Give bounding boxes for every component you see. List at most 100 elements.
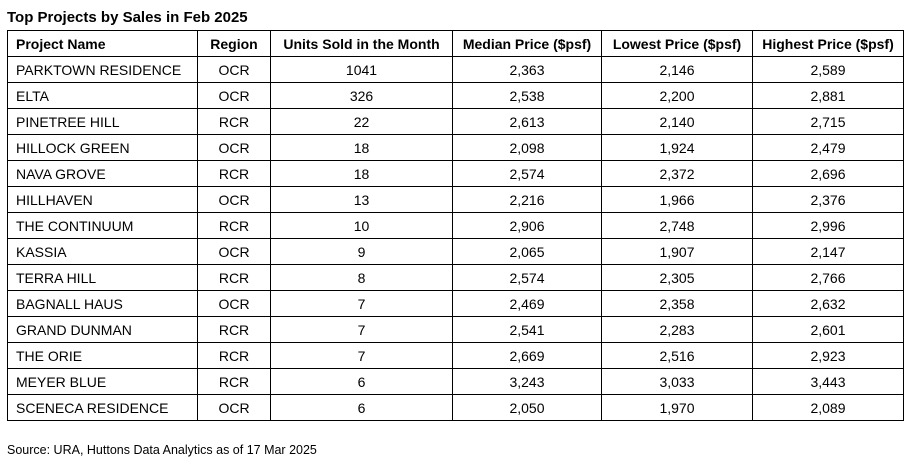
column-header-highest-price: Highest Price ($psf) <box>752 30 904 57</box>
table-row: GRAND DUNMAN RCR 7 2,541 2,283 2,601 <box>7 316 904 343</box>
cell-median-price: 2,065 <box>452 238 602 265</box>
cell-project-name: THE ORIE <box>7 342 198 369</box>
cell-median-price: 2,538 <box>452 82 602 109</box>
cell-region: OCR <box>197 394 271 421</box>
cell-region: RCR <box>197 160 271 187</box>
cell-highest-price: 2,479 <box>752 134 904 161</box>
cell-units-sold: 10 <box>270 212 453 239</box>
cell-region: OCR <box>197 238 271 265</box>
cell-project-name: KASSIA <box>7 238 198 265</box>
cell-highest-price: 2,881 <box>752 82 904 109</box>
cell-region: RCR <box>197 342 271 369</box>
table-row: MEYER BLUE RCR 6 3,243 3,033 3,443 <box>7 368 904 395</box>
source-note: Source: URA, Huttons Data Analytics as o… <box>7 443 317 457</box>
cell-units-sold: 6 <box>270 368 453 395</box>
cell-median-price: 2,574 <box>452 264 602 291</box>
cell-lowest-price: 3,033 <box>601 368 753 395</box>
table-row: ELTA OCR 326 2,538 2,200 2,881 <box>7 82 904 109</box>
table-row: THE ORIE RCR 7 2,669 2,516 2,923 <box>7 342 904 369</box>
cell-units-sold: 7 <box>270 290 453 317</box>
column-header-median-price: Median Price ($psf) <box>452 30 602 57</box>
cell-project-name: GRAND DUNMAN <box>7 316 198 343</box>
cell-median-price: 2,906 <box>452 212 602 239</box>
cell-lowest-price: 2,146 <box>601 56 753 83</box>
table-row: BAGNALL HAUS OCR 7 2,469 2,358 2,632 <box>7 290 904 317</box>
cell-median-price: 2,541 <box>452 316 602 343</box>
cell-highest-price: 2,589 <box>752 56 904 83</box>
cell-highest-price: 2,996 <box>752 212 904 239</box>
cell-median-price: 2,669 <box>452 342 602 369</box>
cell-units-sold: 8 <box>270 264 453 291</box>
column-header-project-name: Project Name <box>7 30 198 57</box>
cell-project-name: PARKTOWN RESIDENCE <box>7 56 198 83</box>
table-title: Top Projects by Sales in Feb 2025 <box>7 9 248 26</box>
cell-median-price: 2,469 <box>452 290 602 317</box>
table-body: PARKTOWN RESIDENCE OCR 1041 2,363 2,146 2,589… <box>7 56 904 421</box>
table-header: Project Name Region Units Sold in the Mo… <box>7 30 904 57</box>
cell-units-sold: 9 <box>270 238 453 265</box>
cell-units-sold: 18 <box>270 134 453 161</box>
cell-median-price: 2,216 <box>452 186 602 213</box>
table-row: THE CONTINUUM RCR 10 2,906 2,748 2,996 <box>7 212 904 239</box>
cell-units-sold: 22 <box>270 108 453 135</box>
cell-units-sold: 13 <box>270 186 453 213</box>
cell-region: OCR <box>197 56 271 83</box>
cell-lowest-price: 2,358 <box>601 290 753 317</box>
cell-median-price: 2,363 <box>452 56 602 83</box>
cell-median-price: 2,050 <box>452 394 602 421</box>
table-row: TERRA HILL RCR 8 2,574 2,305 2,766 <box>7 264 904 291</box>
cell-lowest-price: 2,372 <box>601 160 753 187</box>
cell-units-sold: 326 <box>270 82 453 109</box>
cell-lowest-price: 1,924 <box>601 134 753 161</box>
cell-project-name: ELTA <box>7 82 198 109</box>
cell-lowest-price: 2,283 <box>601 316 753 343</box>
cell-units-sold: 1041 <box>270 56 453 83</box>
header-row: Project Name Region Units Sold in the Mo… <box>7 30 904 57</box>
table-row: PARKTOWN RESIDENCE OCR 1041 2,363 2,146 2,589 <box>7 56 904 83</box>
cell-region: RCR <box>197 316 271 343</box>
cell-units-sold: 7 <box>270 342 453 369</box>
table-row: HILLOCK GREEN OCR 18 2,098 1,924 2,479 <box>7 134 904 161</box>
cell-highest-price: 2,147 <box>752 238 904 265</box>
cell-project-name: NAVA GROVE <box>7 160 198 187</box>
cell-project-name: MEYER BLUE <box>7 368 198 395</box>
cell-project-name: HILLHAVEN <box>7 186 198 213</box>
cell-median-price: 2,098 <box>452 134 602 161</box>
table-row: PINETREE HILL RCR 22 2,613 2,140 2,715 <box>7 108 904 135</box>
cell-project-name: TERRA HILL <box>7 264 198 291</box>
cell-region: OCR <box>197 134 271 161</box>
cell-lowest-price: 1,907 <box>601 238 753 265</box>
cell-lowest-price: 2,200 <box>601 82 753 109</box>
cell-lowest-price: 2,748 <box>601 212 753 239</box>
cell-highest-price: 2,089 <box>752 394 904 421</box>
column-header-region: Region <box>197 30 271 57</box>
cell-highest-price: 2,923 <box>752 342 904 369</box>
cell-project-name: THE CONTINUUM <box>7 212 198 239</box>
column-header-units-sold: Units Sold in the Month <box>270 30 453 57</box>
table-row: HILLHAVEN OCR 13 2,216 1,966 2,376 <box>7 186 904 213</box>
cell-region: RCR <box>197 368 271 395</box>
cell-lowest-price: 2,140 <box>601 108 753 135</box>
top-projects-table: Project Name Region Units Sold in the Mo… <box>7 30 904 421</box>
table-row: NAVA GROVE RCR 18 2,574 2,372 2,696 <box>7 160 904 187</box>
column-header-lowest-price: Lowest Price ($psf) <box>601 30 753 57</box>
cell-lowest-price: 1,970 <box>601 394 753 421</box>
cell-region: RCR <box>197 108 271 135</box>
cell-units-sold: 7 <box>270 316 453 343</box>
cell-region: OCR <box>197 82 271 109</box>
cell-highest-price: 2,696 <box>752 160 904 187</box>
cell-median-price: 3,243 <box>452 368 602 395</box>
cell-region: OCR <box>197 290 271 317</box>
cell-region: RCR <box>197 264 271 291</box>
cell-project-name: SCENECA RESIDENCE <box>7 394 198 421</box>
cell-median-price: 2,613 <box>452 108 602 135</box>
cell-highest-price: 3,443 <box>752 368 904 395</box>
cell-project-name: PINETREE HILL <box>7 108 198 135</box>
table-row: KASSIA OCR 9 2,065 1,907 2,147 <box>7 238 904 265</box>
cell-region: RCR <box>197 212 271 239</box>
cell-median-price: 2,574 <box>452 160 602 187</box>
cell-project-name: BAGNALL HAUS <box>7 290 198 317</box>
cell-units-sold: 18 <box>270 160 453 187</box>
cell-highest-price: 2,376 <box>752 186 904 213</box>
cell-units-sold: 6 <box>270 394 453 421</box>
